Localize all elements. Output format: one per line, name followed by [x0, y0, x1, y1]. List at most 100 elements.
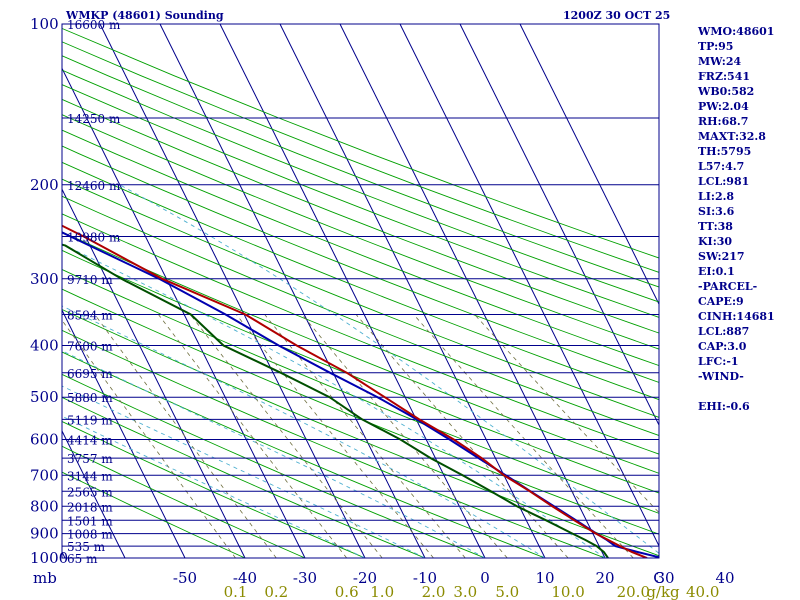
height-label: 3144 m: [67, 469, 113, 483]
temperature-line-point: [418, 418, 420, 420]
pressure-tick-label: 800: [30, 497, 59, 515]
parcel-line-point: [637, 551, 639, 553]
height-label: 9710 m: [67, 273, 113, 287]
height-label: 8594 m: [67, 309, 113, 323]
mixing-ratio-label: 5.0: [495, 583, 519, 600]
height-label: 10980 m: [67, 231, 121, 245]
pressure-tick-label: 900: [30, 525, 59, 543]
parcel-line-point: [614, 545, 616, 547]
temperature-line-point: [631, 551, 633, 553]
mixing-ratio-label: 20.0: [617, 583, 650, 600]
dewpoint-line-point: [329, 396, 331, 398]
index-item: FRZ:541: [698, 70, 751, 83]
temperature-tick-label: 40: [715, 569, 734, 587]
height-label: 6695 m: [67, 367, 113, 381]
index-item: EHI:-0.6: [698, 400, 750, 413]
temperature-line-point: [481, 457, 483, 459]
pressure-tick-label: 100: [30, 15, 59, 33]
dewpoint-line-point: [64, 245, 66, 247]
height-label: 1501 m: [67, 514, 113, 528]
index-item: -WIND-: [698, 370, 744, 383]
dry-adiabat-line: [62, 269, 659, 514]
indices-panel: WMO:48601 TP:95 MW:24 FRZ:541 WB0:582 PW:2.04…: [698, 24, 798, 414]
dewpoint-line-point: [361, 418, 363, 420]
index-item: [698, 384, 798, 399]
temperature-tick-label: C: [653, 569, 664, 587]
isotherm-line: [519, 24, 659, 306]
index-item: TP:95: [698, 40, 734, 53]
height-label: 4414 m: [67, 434, 113, 448]
temperature-line-point: [595, 533, 597, 535]
index-item: SI:3.6: [698, 205, 735, 218]
dewpoint-line-point: [603, 551, 605, 553]
isotherm-line: [62, 188, 246, 558]
temperature-line-point: [296, 344, 298, 347]
dry-adiabat-line: [62, 27, 659, 259]
index-item: TH:5795: [698, 145, 752, 158]
pressure-tick-label: 1000: [30, 549, 68, 567]
plot-frame: [61, 23, 660, 559]
temperature-tick-label: -50: [173, 569, 197, 587]
isotherm-line: [62, 309, 186, 558]
index-item: WMO:48601: [698, 25, 775, 38]
temperature-line-point: [453, 438, 455, 441]
mixing-ratio-line: [94, 314, 277, 558]
index-item: MAXT:32.8: [698, 130, 766, 143]
index-item: LCL:887: [698, 325, 750, 338]
dewpoint-line-point: [399, 438, 401, 441]
index-item: MW:24: [698, 55, 742, 68]
index-item: LFC:-1: [698, 355, 739, 368]
parcel-line-point: [377, 396, 379, 398]
index-item: EI:0.1: [698, 265, 735, 278]
index-item: CINH:14681: [698, 310, 775, 323]
temperature-line-point: [384, 396, 386, 398]
sounding-title: WMKP (48601) Sounding: [66, 9, 224, 22]
moist-adiabat-line: [62, 385, 426, 558]
mixing-ratio-label: 0.6: [335, 583, 359, 600]
temperature-tick-label: 20: [595, 569, 614, 587]
temperature-line: [62, 224, 648, 558]
parcel-line-point: [158, 278, 160, 280]
height-label: 5880 m: [67, 391, 113, 405]
isotherm-line: [62, 429, 126, 558]
parcel-line-point: [449, 438, 451, 441]
dewpoint-line-point: [584, 539, 586, 541]
index-item: WB0:582: [698, 85, 755, 98]
index-item: LCL:981: [698, 175, 750, 188]
dewpoint-line-point: [490, 490, 492, 492]
dewpoint-line-point: [190, 313, 192, 316]
isotherm-line: [0, 24, 5, 558]
temperature-tick-label: 30: [655, 569, 674, 587]
temperature-line-point: [244, 313, 246, 316]
height-label: 2018 m: [67, 500, 113, 514]
temperature-line-point: [503, 474, 505, 476]
index-item: -PARCEL-: [698, 280, 758, 293]
dewpoint-line-point: [571, 533, 574, 535]
pressure-tick-label: 700: [30, 466, 59, 484]
mixing-ratio-line: [301, 314, 508, 558]
temperature-tick-label: -40: [233, 569, 257, 587]
dewpoint-line-point: [33, 236, 34, 237]
isotherm-line: [459, 24, 659, 427]
pressure-tick-label: 500: [30, 388, 59, 406]
isotherm-line: [339, 24, 606, 558]
parcel-line-point: [69, 235, 72, 238]
index-item: KI:30: [698, 235, 733, 248]
index-item: CAP:3.0: [698, 340, 747, 353]
dewpoint-line-point: [280, 372, 282, 374]
index-item: SW:217: [698, 250, 745, 263]
height-label: 3757 m: [67, 452, 113, 466]
index-item: TT:38: [698, 220, 733, 233]
height-label: 1008 m: [67, 528, 113, 542]
isotherm-line: [99, 24, 366, 558]
sounding-time: 1200Z 30 OCT 25: [563, 9, 671, 22]
temperature-line-point: [83, 235, 85, 238]
mixing-ratio-unit: g/kg: [646, 583, 680, 600]
temperature-line-point: [551, 505, 553, 507]
mixing-ratio-label: 0.1: [224, 583, 248, 600]
mixing-ratio-line: [413, 314, 634, 558]
temperature-tick-label: -10: [413, 569, 437, 587]
height-label: 14250 m: [67, 112, 121, 126]
temperature-tick-label: -20: [353, 569, 377, 587]
